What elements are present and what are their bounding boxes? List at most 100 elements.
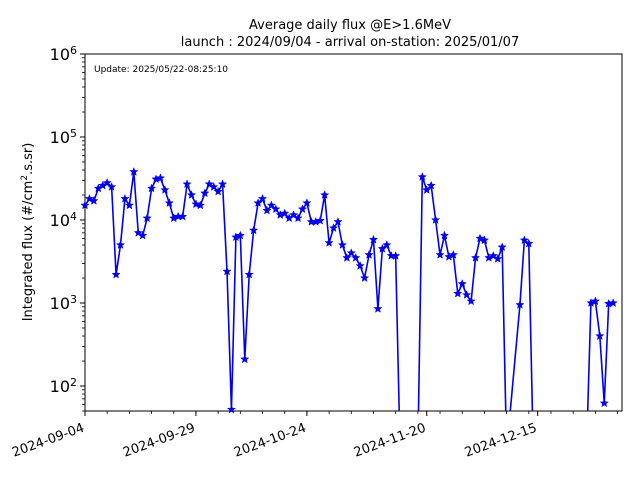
data-point-marker — [439, 230, 450, 240]
data-point-marker — [138, 230, 148, 240]
data-point-marker — [497, 242, 507, 252]
data-point-marker — [217, 179, 228, 189]
data-point-marker — [453, 288, 463, 298]
data-point-marker — [293, 213, 303, 223]
data-point-marker — [462, 290, 472, 299]
data-point-marker — [515, 299, 525, 309]
x-axis-ticks: 2024-09-04 2024-09-29 2024-10-24 2024-11-20… — [10, 411, 618, 461]
data-point-marker — [155, 173, 166, 183]
x-tick-label: 2024-09-29 — [121, 421, 197, 461]
data-point-marker — [391, 250, 401, 260]
data-point-marker — [302, 198, 312, 208]
data-point-marker — [222, 266, 232, 276]
data-point-marker — [324, 237, 334, 247]
data-point-marker — [200, 188, 210, 198]
data-point-marker — [342, 252, 352, 262]
data-point-marker — [195, 200, 206, 210]
data-point-marker — [102, 177, 112, 187]
data-point-marker — [368, 234, 379, 244]
data-point-marker — [226, 404, 237, 414]
data-point-marker — [430, 215, 441, 224]
data-point-marker — [271, 204, 281, 214]
data-point-marker — [124, 200, 135, 210]
data-point-marker — [470, 252, 481, 262]
chart-subtitle: launch : 2024/09/04 - arrival on-station… — [181, 35, 519, 50]
data-point-marker — [422, 185, 432, 194]
data-point-marker — [240, 354, 250, 364]
plot-frame — [84, 53, 623, 412]
data-point-marker — [266, 200, 277, 210]
data-point-marker — [164, 198, 174, 208]
x-tick-label: 2024-11-20 — [352, 421, 428, 461]
data-point-marker — [129, 166, 139, 176]
data-point-marker — [115, 240, 126, 249]
data-point-marker — [355, 260, 365, 270]
data-point-marker — [182, 179, 192, 189]
update-annotation: Update: 2025/05/22-08:25:10 — [94, 65, 228, 75]
data-point-marker — [177, 211, 188, 221]
data-point-marker — [146, 183, 157, 193]
data-point-marker — [297, 204, 308, 214]
data-point-marker — [106, 182, 117, 191]
data-point-marker — [120, 193, 130, 203]
data-point-marker — [457, 278, 467, 288]
y-axis-ticks: 102 103 104 105 106 — [50, 44, 85, 412]
data-point-marker — [346, 248, 356, 257]
series-markers — [80, 166, 618, 414]
data-point-marker — [80, 200, 90, 210]
y-axis-label: Integrated flux (#/cm2.s.sr) — [20, 143, 36, 322]
data-point-marker — [84, 193, 95, 203]
data-point-marker — [204, 179, 214, 189]
data-point-marker — [524, 238, 534, 248]
data-point-marker — [382, 240, 392, 249]
data-point-marker — [608, 298, 618, 307]
data-point-marker — [257, 193, 268, 203]
data-point-marker — [590, 296, 601, 306]
data-point-marker — [235, 230, 245, 240]
data-point-marker — [244, 269, 254, 279]
data-point-marker — [493, 254, 503, 263]
data-point-marker — [320, 190, 330, 199]
data-point-marker — [475, 233, 485, 243]
data-point-marker — [337, 240, 348, 249]
data-point-marker — [364, 249, 374, 259]
data-point-marker — [89, 195, 99, 205]
data-point-marker — [466, 296, 476, 306]
data-point-marker — [328, 223, 339, 233]
x-tick-label: 2024-12-15 — [463, 421, 539, 461]
data-point-marker — [142, 213, 152, 223]
data-point-marker — [191, 199, 201, 209]
y-tick-label: 103 — [50, 293, 77, 314]
data-point-marker — [262, 205, 272, 215]
x-tick-label: 2024-09-04 — [10, 421, 86, 461]
data-point-marker — [280, 208, 290, 218]
data-point-marker — [479, 235, 490, 245]
series-line — [85, 171, 614, 411]
chart-title: Average daily flux @E>1.6MeV — [249, 18, 451, 33]
data-point-marker — [435, 249, 445, 259]
y-tick-label: 106 — [50, 44, 77, 65]
data-point-marker — [373, 303, 383, 313]
data-point-marker — [448, 249, 459, 259]
data-point-marker — [315, 215, 325, 225]
data-point-marker — [248, 225, 259, 235]
y-tick-label: 105 — [50, 127, 77, 148]
y-tick-label: 102 — [50, 376, 77, 397]
data-point-marker — [426, 180, 436, 190]
data-point-marker — [333, 216, 343, 226]
data-point-marker — [213, 186, 223, 196]
data-point-marker — [133, 227, 143, 237]
data-point-marker — [111, 269, 121, 279]
data-point-marker — [417, 172, 427, 181]
data-point-marker — [488, 250, 498, 260]
data-point-marker — [351, 252, 361, 262]
data-point-marker — [595, 331, 605, 341]
data-point-marker — [359, 273, 370, 282]
data-point-marker — [186, 190, 197, 199]
x-tick-label: 2024-10-24 — [232, 421, 308, 461]
data-point-marker — [599, 398, 609, 408]
data-point-marker — [209, 182, 219, 191]
y-tick-label: 104 — [50, 210, 77, 231]
data-point-marker — [160, 185, 170, 194]
